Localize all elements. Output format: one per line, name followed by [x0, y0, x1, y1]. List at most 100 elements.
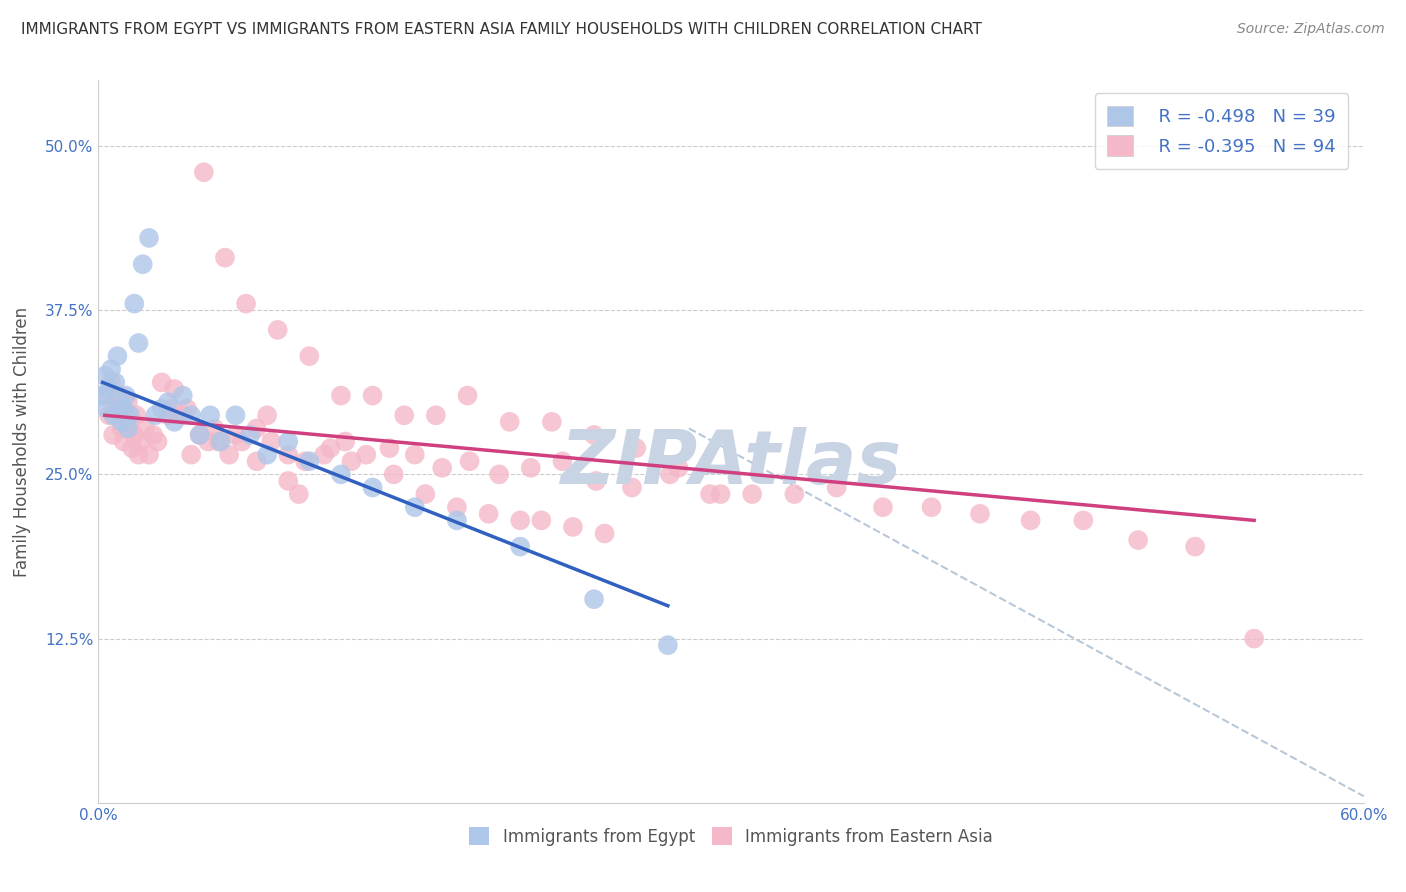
Point [98, 382, 121, 396]
Point [319, 441, 342, 455]
Point [128, 336, 150, 351]
Point [108, 388, 131, 402]
Point [103, 409, 125, 423]
Point [425, 409, 447, 423]
Point [582, 428, 605, 442]
Point [132, 257, 155, 271]
Point [146, 434, 169, 449]
Point [582, 592, 605, 607]
Point [188, 428, 211, 442]
Point [129, 434, 152, 449]
Text: ZIPAtlas: ZIPAtlas [561, 426, 901, 500]
Point [335, 434, 357, 449]
Point [246, 454, 269, 468]
Point [138, 448, 160, 462]
Point [108, 395, 131, 409]
Point [125, 409, 148, 423]
Point [446, 513, 468, 527]
Point [551, 454, 574, 468]
Point [621, 481, 644, 495]
Point [330, 388, 353, 402]
Point [157, 409, 180, 423]
Y-axis label: Family Households with Children: Family Households with Children [13, 307, 31, 576]
Point [562, 520, 585, 534]
Point [509, 513, 531, 527]
Point [128, 448, 150, 462]
Point [530, 513, 553, 527]
Point [783, 487, 806, 501]
Point [312, 448, 335, 462]
Point [430, 460, 453, 475]
Point [115, 409, 138, 423]
Point [277, 474, 299, 488]
Point [825, 481, 848, 495]
Point [93, 368, 117, 383]
Point [111, 421, 132, 435]
Point [1243, 632, 1265, 646]
Text: Source: ZipAtlas.com: Source: ZipAtlas.com [1237, 22, 1385, 37]
Point [298, 349, 321, 363]
Point [225, 428, 247, 442]
Point [180, 409, 202, 423]
Point [413, 487, 436, 501]
Point [197, 434, 219, 449]
Point [478, 507, 501, 521]
Point [193, 165, 215, 179]
Point [699, 487, 721, 501]
Point [150, 401, 173, 416]
Point [231, 434, 253, 449]
Point [277, 448, 299, 462]
Point [112, 434, 135, 449]
Text: IMMIGRANTS FROM EGYPT VS IMMIGRANTS FROM EASTERN ASIA FAMILY HOUSEHOLDS WITH CHI: IMMIGRANTS FROM EGYPT VS IMMIGRANTS FROM… [21, 22, 981, 37]
Point [969, 507, 991, 521]
Point [340, 454, 363, 468]
Point [188, 428, 211, 442]
Point [294, 454, 316, 468]
Point [499, 415, 522, 429]
Point [115, 388, 138, 402]
Point [104, 401, 127, 416]
Point [112, 401, 135, 416]
Point [394, 409, 416, 423]
Point [354, 448, 377, 462]
Point [180, 448, 202, 462]
Point [93, 388, 117, 402]
Point [624, 441, 647, 455]
Point [138, 231, 160, 245]
Point [287, 487, 309, 501]
Point [91, 388, 114, 402]
Point [117, 395, 139, 409]
Point [404, 448, 426, 462]
Point [921, 500, 943, 515]
Point [657, 638, 679, 652]
Point [117, 421, 139, 435]
Point [209, 434, 232, 449]
Point [1128, 533, 1150, 547]
Point [659, 467, 682, 482]
Point [120, 421, 141, 435]
Point [124, 296, 146, 310]
Point [111, 415, 132, 429]
Point [200, 409, 222, 423]
Point [741, 487, 763, 501]
Point [214, 251, 236, 265]
Point [163, 415, 186, 429]
Point [509, 540, 531, 554]
Point [100, 362, 122, 376]
Point [1184, 540, 1206, 554]
Point [456, 388, 478, 402]
Point [256, 409, 278, 423]
Point [593, 526, 616, 541]
Point [145, 409, 166, 423]
Point [218, 448, 240, 462]
Point [124, 428, 146, 442]
Point [361, 481, 384, 495]
Point [107, 349, 129, 363]
Point [585, 474, 607, 488]
Point [103, 428, 125, 442]
Point [872, 500, 894, 515]
Point [404, 500, 426, 515]
Point [540, 415, 562, 429]
Point [520, 460, 543, 475]
Point [267, 323, 290, 337]
